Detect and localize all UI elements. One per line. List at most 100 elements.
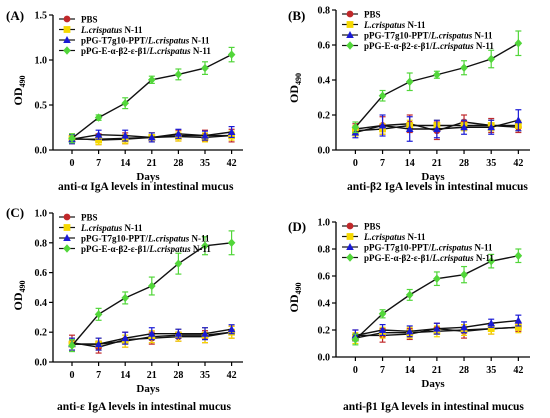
legend-text-part: pPG-T7g10-PPT/ (81, 35, 148, 45)
legend-entry: L.crispatus N-11 (80, 25, 143, 35)
series-4 (68, 230, 236, 353)
data-point (148, 281, 156, 291)
data-point (487, 319, 495, 327)
y-axis-label: OD490 (11, 281, 27, 311)
legend-marker (346, 10, 354, 18)
x-tick-label: 0 (70, 158, 75, 169)
y-tick-label: 0.6 (318, 41, 331, 52)
x-tick-label: 0 (353, 365, 358, 376)
x-tick-label: 42 (513, 365, 523, 376)
legend-text-part: pPG-T7g10-PPT/ (81, 233, 148, 243)
x-tick-label: 14 (120, 370, 130, 381)
data-point (227, 325, 236, 333)
data-point (94, 340, 103, 348)
x-tick-label: 0 (353, 158, 358, 169)
data-point (405, 77, 414, 86)
x-tick-label: 42 (513, 158, 523, 169)
data-point (227, 128, 236, 135)
data-point (201, 63, 209, 73)
legend-entry: pPG-T7g10-PPT/L.crispatus N-11 (364, 242, 493, 252)
data-point (405, 327, 414, 335)
legend-text-part: L.crispatus (431, 253, 474, 263)
legend-entry: PBS (81, 14, 98, 24)
series-4 (351, 30, 523, 134)
data-point (487, 256, 495, 266)
data-point (148, 133, 156, 141)
chart-title: anti-β2 IgA levels in intestinal mucus (347, 181, 528, 193)
y-tick-label: 0.0 (318, 146, 331, 157)
x-tick-label: 7 (96, 158, 101, 169)
legend-entry: PBS (364, 9, 381, 19)
data-point (487, 54, 495, 64)
legend-entry: PBS (364, 221, 381, 231)
data-point (487, 123, 495, 131)
legend-text-part: pPG-E-α-β2-ε-β1/ (81, 244, 150, 254)
x-tick-label: 28 (173, 370, 183, 381)
data-point (487, 325, 495, 333)
x-tick-label: 21 (432, 158, 442, 169)
data-point (378, 121, 387, 129)
legend-text-part: pPG-E-α-β2-ε-β1/ (364, 41, 433, 51)
legend-text-part: PBS (364, 9, 381, 19)
legend-text-part: pPG-E-α-β2-ε-β1/ (364, 253, 433, 263)
legend-text-part: PBS (81, 212, 98, 222)
data-point (460, 63, 468, 72)
legend-text-part: L.crispatus (148, 244, 191, 254)
panel-label: (D) (288, 219, 306, 234)
x-tick-label: 28 (459, 158, 469, 169)
chart-title: anti-α IgA levels in intestinal mucus (58, 181, 234, 193)
legend-entry: pPG-T7g10-PPT/L.crispatus N-11 (81, 233, 210, 243)
legend-marker (346, 31, 354, 38)
data-point (514, 39, 523, 48)
legend-marker (346, 253, 354, 262)
x-tick-label: 35 (200, 370, 210, 381)
y-tick-label: 0.4 (318, 76, 331, 87)
x-tick-label: 14 (405, 158, 415, 169)
legend-marker (63, 224, 71, 231)
y-axis-label-subscript: 490 (294, 73, 303, 85)
x-tick-label: 35 (200, 158, 210, 169)
y-axis-label-main: OD (287, 85, 301, 103)
y-axis-label-main: OD (11, 292, 25, 310)
x-tick-label: 21 (147, 370, 157, 381)
legend-marker (63, 213, 71, 221)
chart-panel-d: (D) 0.0 0.2 0.4 0.6 0.8 1.0 0 7 14 21 28 35 42 Days OD4… (287, 218, 530, 413)
data-point (351, 335, 360, 344)
x-tick-label: 35 (486, 158, 496, 169)
data-point (514, 316, 523, 324)
legend-marker (63, 36, 71, 43)
legend-text-part: pPG-E-α-β2-ε-β1/ (81, 46, 150, 56)
x-tick-label: 7 (96, 370, 101, 381)
legend-entry: pPG-E-α-β2-ε-β1/L.crispatus N-11 (364, 41, 494, 51)
legend-text-part: L.crispatus (80, 223, 123, 233)
data-point (121, 99, 129, 108)
legend-text-part: pPG-T7g10-PPT/ (364, 242, 431, 252)
legend-marker (346, 243, 354, 250)
y-tick-label: 1.0 (35, 56, 48, 67)
legend-entry: pPG-T7g10-PPT/L.crispatus N-11 (364, 30, 493, 40)
series-3 (68, 125, 236, 145)
chart-panel-b: (B) 0.0 0.2 0.4 0.6 0.8 0 7 14 21 28 35 42 Days OD490 a… (287, 6, 530, 193)
x-tick-label: 7 (380, 365, 385, 376)
panel-label: (A) (6, 8, 24, 23)
legend-marker (63, 234, 71, 241)
data-point (514, 323, 522, 331)
y-axis-label-subscript: 490 (294, 283, 303, 295)
data-point (94, 310, 103, 319)
data-point (433, 70, 441, 79)
legend-text-part: N-11 (405, 20, 426, 30)
legend: PBS L.crispatus N-11pPG-T7g10-PPT/L.crisp… (342, 9, 494, 51)
legend-text-part: N-11 (189, 233, 210, 243)
legend-text-part: L.crispatus (431, 41, 474, 51)
data-point (95, 136, 102, 144)
x-tick-label: 21 (432, 365, 442, 376)
data-point (68, 134, 76, 143)
y-tick-label: 0.5 (35, 101, 48, 112)
x-axis-label: Days (136, 171, 160, 183)
y-tick-label: 0.6 (35, 268, 48, 279)
legend-text-part: N-11 (191, 46, 212, 56)
legend-text-part: L.crispatus (430, 30, 473, 40)
legend-text-part: pPG-T7g10-PPT/ (364, 30, 431, 40)
legend-text-part: L.crispatus (80, 25, 123, 35)
